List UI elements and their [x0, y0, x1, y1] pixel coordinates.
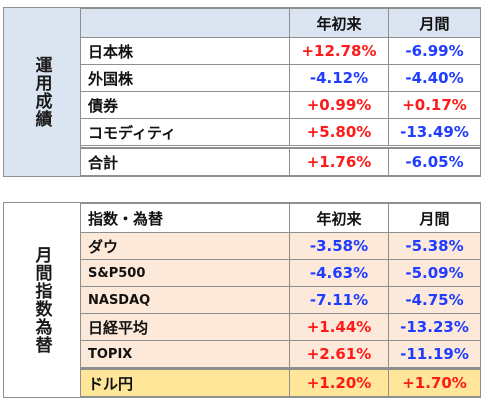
- row-month-foreign-stock: -4.40%: [388, 64, 481, 92]
- row-label-sp500: S&P500: [80, 259, 290, 287]
- row-ytd-commodity: +5.80%: [289, 118, 389, 146]
- row-label-commodity: コモディティ: [80, 118, 290, 146]
- row-ytd-usdjpy: +1.20%: [289, 368, 389, 397]
- index-fx-side-label: 月間指数為替: [4, 203, 81, 397]
- row-label-nikkei: 日経平均: [80, 313, 290, 341]
- row-ytd-total: +1.76%: [289, 147, 389, 176]
- row-ytd-topix: +2.61%: [289, 340, 389, 368]
- index-fx-table: 月間指数為替 指数・為替 年初来 月間 ダウ -3.58% -5.38% S&P…: [3, 202, 481, 398]
- row-month-sp500: -5.09%: [388, 259, 481, 287]
- index-fx-title: 月間指数為替: [31, 246, 52, 354]
- row-label-total: 合計: [80, 147, 290, 176]
- row-ytd-foreign-stock: -4.12%: [289, 64, 389, 92]
- row-ytd-nasdaq: -7.11%: [289, 286, 389, 314]
- performance-header-label: [80, 8, 290, 38]
- performance-table: 運用成績 年初来 月間 日本株 +12.78% -6.99% 外国株 -4.12…: [3, 7, 481, 177]
- row-label-usdjpy: ドル円: [80, 368, 290, 397]
- row-ytd-dow: -3.58%: [289, 232, 389, 260]
- row-month-japan-stock: -6.99%: [388, 37, 481, 65]
- row-label-nasdaq: NASDAQ: [80, 286, 290, 314]
- row-month-dow: -5.38%: [388, 232, 481, 260]
- row-month-commodity: -13.49%: [388, 118, 481, 146]
- index-fx-header-month: 月間: [388, 203, 481, 233]
- row-label-topix: TOPIX: [80, 340, 290, 368]
- row-month-nikkei: -13.23%: [388, 313, 481, 341]
- performance-header-month: 月間: [388, 8, 481, 38]
- row-label-bonds: 債券: [80, 91, 290, 119]
- row-month-topix: -11.19%: [388, 340, 481, 368]
- row-label-japan-stock: 日本株: [80, 37, 290, 65]
- row-ytd-japan-stock: +12.78%: [289, 37, 389, 65]
- performance-title: 運用成績: [31, 56, 52, 128]
- row-month-nasdaq: -4.75%: [388, 286, 481, 314]
- index-fx-header-ytd: 年初来: [289, 203, 389, 233]
- row-ytd-bonds: +0.99%: [289, 91, 389, 119]
- row-month-total: -6.05%: [388, 147, 481, 176]
- performance-header-ytd: 年初来: [289, 8, 389, 38]
- index-fx-header-label: 指数・為替: [80, 203, 290, 233]
- row-ytd-sp500: -4.63%: [289, 259, 389, 287]
- row-month-usdjpy: +1.70%: [388, 368, 481, 397]
- performance-side-label: 運用成績: [4, 8, 81, 176]
- row-label-dow: ダウ: [80, 232, 290, 260]
- row-label-foreign-stock: 外国株: [80, 64, 290, 92]
- row-month-bonds: +0.17%: [388, 91, 481, 119]
- row-ytd-nikkei: +1.44%: [289, 313, 389, 341]
